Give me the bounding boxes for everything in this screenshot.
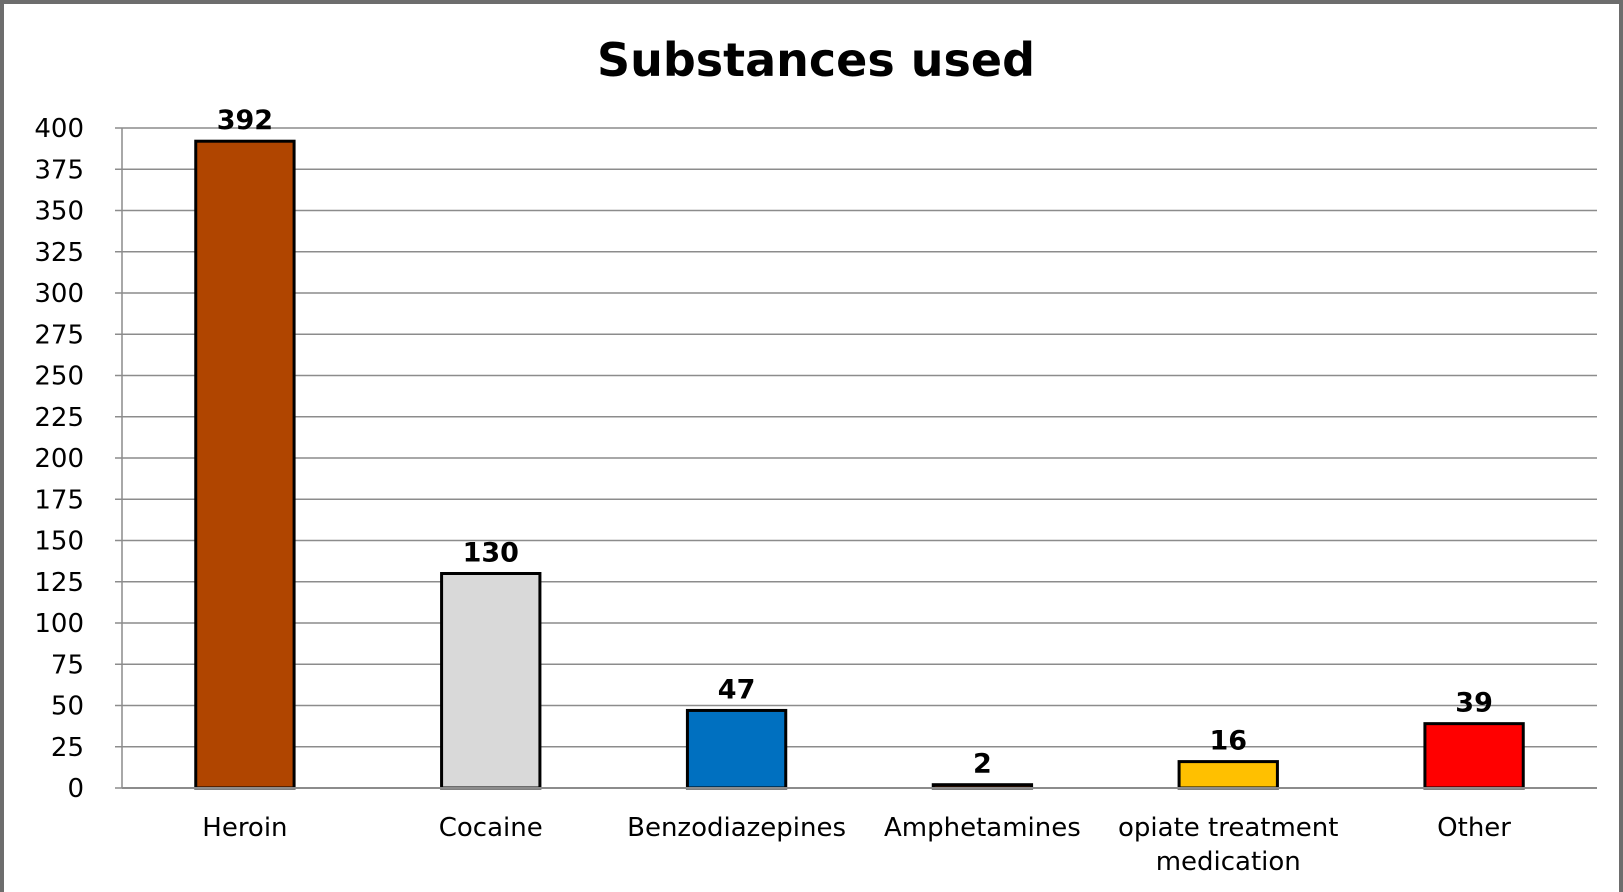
bar-heroin (194, 139, 296, 790)
bar-cocaine (440, 572, 542, 790)
x-tick-label: Cocaine (439, 813, 543, 843)
y-tick-label: 75 (51, 650, 84, 680)
y-tick-label: 100 (34, 609, 84, 639)
bar-other (1423, 722, 1525, 790)
y-tick-label: 375 (34, 155, 84, 185)
y-tick-label: 150 (34, 527, 84, 557)
y-axis: 0 25 50 75 100 125 150 175 200 225 250 275 300 325 350… (34, 114, 123, 804)
y-tick-label: 225 (34, 403, 84, 433)
y-tick-label: 200 (34, 444, 84, 474)
y-tick-label: 0 (67, 774, 84, 804)
y-tick-label: 325 (34, 238, 84, 268)
x-tick-label: Benzodiazepines (627, 813, 846, 843)
gridlines (115, 127, 1597, 789)
y-tick-label: 125 (34, 568, 84, 598)
bar-benzodiazepines (685, 708, 788, 790)
bar-opiate-treatment-medication (1177, 760, 1279, 790)
x-tick-label: Other (1437, 813, 1511, 843)
x-tick-label: medication (1156, 847, 1301, 877)
x-tick-label: Amphetamines (884, 813, 1081, 843)
y-tick-label: 50 (51, 692, 84, 722)
y-tick-label: 175 (34, 485, 84, 515)
data-label: 392 (217, 105, 273, 136)
y-tick-label: 300 (34, 279, 84, 309)
y-tick-label: 250 (34, 362, 84, 392)
data-label: 47 (718, 674, 756, 705)
y-tick-label: 275 (34, 320, 84, 350)
data-label: 130 (463, 538, 519, 569)
x-axis: Heroin Cocaine Benzodiazepines Amphetamines… (122, 787, 1597, 877)
chart-title: Substances used (597, 33, 1035, 87)
x-tick-label: opiate treatment (1118, 813, 1338, 843)
y-tick-label: 25 (51, 733, 84, 763)
data-labels: 392 130 47 2 16 39 (217, 105, 1493, 780)
data-label: 2 (973, 749, 992, 780)
bars (194, 139, 1525, 790)
x-tick-label: Heroin (202, 813, 287, 843)
data-label: 39 (1455, 688, 1493, 719)
data-label: 16 (1209, 726, 1247, 757)
y-tick-label: 400 (34, 114, 84, 144)
y-tick-label: 350 (34, 197, 84, 227)
